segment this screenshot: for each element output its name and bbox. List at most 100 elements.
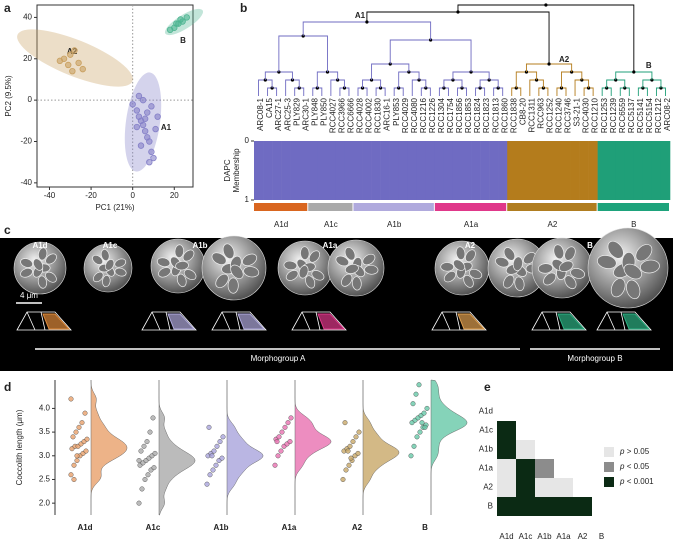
membership-bar (380, 141, 390, 200)
coccolith (344, 263, 359, 274)
sample-label: S3-21-1 (573, 97, 582, 126)
membership-bar (570, 141, 580, 200)
scale-bar-label: 4 μm (20, 291, 38, 300)
membership-bar (362, 141, 372, 200)
legend-text: > 0.05 (627, 447, 650, 456)
legend-symbol: p (619, 462, 625, 471)
coccolith (38, 247, 48, 261)
coccolith (283, 260, 298, 271)
point (148, 148, 155, 156)
membership-bar (290, 141, 300, 200)
coccolith (285, 270, 299, 281)
sample-label: RCC1311 (527, 97, 536, 132)
cell (497, 478, 516, 497)
sample-label: PLY848 (310, 97, 319, 125)
coccolith (156, 257, 171, 268)
coccolith (635, 244, 653, 262)
plot-frame (36, 4, 194, 188)
coccolith (364, 264, 379, 275)
membership-bar (507, 141, 517, 200)
point (416, 382, 422, 388)
membership-bar (254, 141, 264, 200)
membership-bar (561, 141, 571, 200)
y-tick-label: 0 (28, 95, 33, 104)
y-tick-label: 4.0 (39, 404, 51, 413)
dendrogram-branch (278, 35, 328, 72)
point (348, 455, 354, 461)
sample-label: ARC16-1 (383, 97, 392, 130)
coccolith (640, 259, 660, 274)
point (64, 61, 72, 69)
membership-bar (588, 141, 598, 200)
coccolith (222, 243, 235, 260)
coccolith (463, 274, 474, 288)
sample-label: RCC1226 (428, 97, 437, 133)
point (345, 448, 351, 454)
point (288, 415, 294, 421)
sample-label: RCC1216 (419, 97, 428, 133)
point (421, 410, 427, 416)
coccolith (176, 273, 187, 288)
point (69, 67, 76, 75)
point (347, 443, 353, 449)
coccolith (242, 253, 258, 267)
x-tick-label: -40 (44, 191, 56, 200)
membership-bar (344, 141, 354, 200)
membership-bar (606, 141, 617, 200)
group-label: B (587, 241, 593, 250)
point (148, 103, 155, 110)
cell (516, 478, 535, 497)
point (207, 472, 213, 478)
group-bar (434, 203, 507, 211)
point (274, 439, 280, 445)
group-label: A1b (192, 241, 207, 250)
coccolith (100, 249, 110, 262)
point (71, 462, 77, 468)
point (70, 434, 76, 440)
x-tick-label: -20 (85, 191, 97, 200)
coccolith (158, 267, 172, 278)
sample-label: RCC1210 (591, 97, 600, 133)
group-label: A1c (324, 220, 338, 229)
coccolith (20, 267, 33, 278)
group-bar (353, 203, 434, 211)
point (142, 476, 148, 482)
coccolith-highlight (237, 313, 266, 330)
panel-label: c (4, 223, 11, 237)
point (150, 154, 157, 162)
coccolith (20, 258, 34, 268)
coccolith (174, 244, 184, 259)
cell (516, 440, 535, 459)
x-tick-label: A1c (146, 523, 161, 532)
coccolith (512, 256, 523, 272)
membership-bar (272, 141, 282, 200)
point (141, 127, 149, 135)
sample-label: RCC963 (536, 97, 545, 128)
point (150, 415, 156, 421)
membership-bar (407, 141, 418, 200)
coccolith (553, 244, 565, 260)
point (139, 486, 145, 492)
row-label: A1a (479, 464, 494, 473)
sample-label: CA15 (265, 97, 274, 118)
y-tick-label: 1 (245, 195, 250, 204)
membership-bar (471, 141, 481, 200)
point (276, 434, 282, 440)
coccolith (570, 268, 585, 279)
sample-label: RCC4029 (401, 97, 410, 133)
point (219, 455, 225, 461)
coccolith-highlight (457, 313, 486, 330)
membership-bar (651, 141, 662, 200)
point (141, 443, 147, 449)
dendrogram-node (544, 3, 548, 7)
point (209, 453, 215, 459)
y-tick-label: 2.5 (39, 475, 51, 484)
y-axis-label: PC2 (9.5%) (4, 75, 13, 117)
membership-bar (624, 141, 635, 200)
panel-label: b (240, 1, 247, 15)
point (173, 20, 180, 27)
sample-label: RCC3746 (564, 97, 573, 133)
sample-label: RCC1252 (546, 97, 555, 133)
coccolith (298, 265, 309, 279)
point (151, 465, 157, 471)
